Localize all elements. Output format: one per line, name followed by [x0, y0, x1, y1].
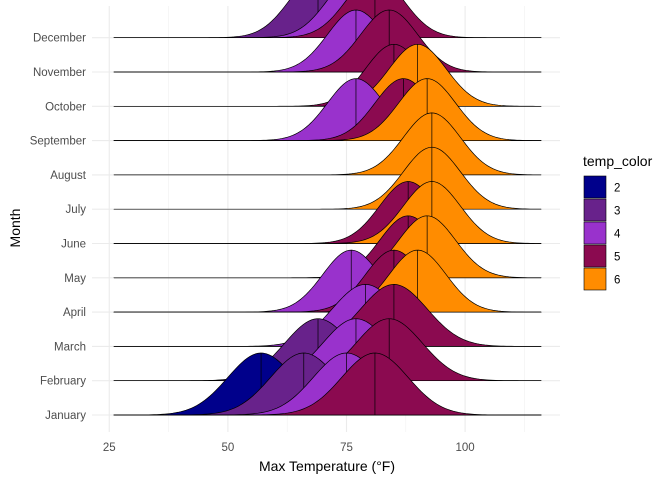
x-tick-label: 75 — [340, 442, 353, 454]
legend-label-6: 6 — [614, 275, 620, 287]
x-tick-label: 25 — [103, 442, 116, 454]
legend-swatch-5 — [583, 244, 607, 268]
ridge-row-september — [113, 78, 542, 141]
y-tick-label-october: October — [45, 101, 86, 113]
y-tick-label-may: May — [64, 273, 86, 285]
ridge-row-december — [113, 0, 542, 39]
density-ridges — [113, 0, 542, 416]
ridge-row-february — [113, 318, 542, 382]
density-curve-january-group-5 — [113, 352, 542, 416]
density-curve-july-group-6 — [113, 146, 542, 210]
ridge-row-april — [113, 249, 542, 313]
y-tick-label-june: June — [61, 239, 86, 251]
y-tick-label-march: March — [54, 341, 86, 353]
y-tick-label-december: December — [33, 33, 86, 45]
legend-swatch-6 — [583, 267, 607, 291]
y-axis-title: Month — [7, 209, 23, 248]
y-tick-label-august: August — [50, 170, 87, 182]
x-tick-labels: 25 50 75 100 — [103, 442, 475, 454]
y-tick-label-january: January — [45, 410, 86, 422]
x-axis-title: Max Temperature (°F) — [259, 458, 395, 474]
legend-swatch-4 — [583, 221, 607, 245]
ridge-row-july — [113, 146, 542, 210]
y-tick-labels: December November October September August Ju… — [30, 33, 87, 422]
legend-label-3: 3 — [614, 206, 620, 218]
legend-label-2: 2 — [614, 183, 620, 195]
density-curve-june-group-6 — [113, 181, 542, 244]
legend-label-5: 5 — [614, 252, 620, 264]
y-tick-label-february: February — [40, 376, 86, 388]
legend-title: temp_color — [583, 153, 653, 169]
density-curve-december-group-5 — [113, 0, 542, 39]
y-tick-label-april: April — [63, 307, 86, 319]
legend: temp_color 2 3 4 5 6 — [583, 153, 653, 291]
x-tick-label: 50 — [221, 442, 234, 454]
legend-label-4: 4 — [614, 229, 621, 241]
y-tick-label-november: November — [33, 67, 86, 79]
legend-swatch-3 — [583, 198, 607, 222]
ridge-row-january — [113, 352, 542, 416]
legend-swatch-2 — [583, 175, 607, 199]
ridge-row-june — [113, 181, 542, 244]
density-curve-april-group-4 — [113, 249, 542, 313]
x-tick-label: 100 — [455, 442, 474, 454]
y-tick-label-july: July — [66, 204, 87, 216]
y-tick-label-september: September — [30, 136, 86, 148]
